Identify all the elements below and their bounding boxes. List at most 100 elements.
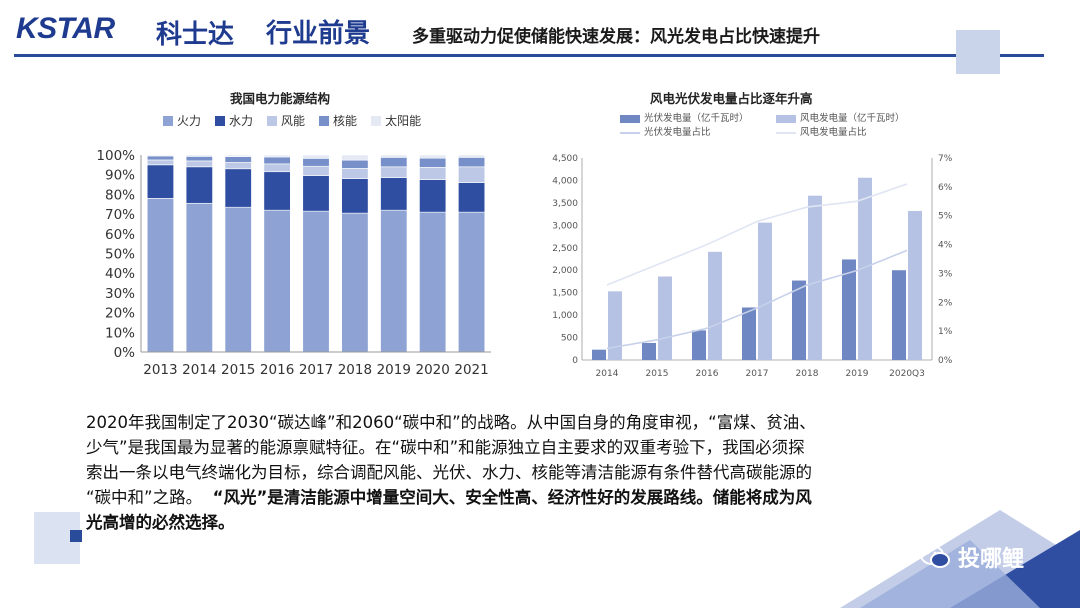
bar-segment [185,154,213,157]
bar-segment [185,202,213,353]
decorative-triangles [840,510,1080,608]
bar [758,222,772,360]
bar-segment [458,157,486,168]
y-right-tick-label: 2% [938,298,953,308]
bar-segment [224,162,252,170]
bar-segment [263,171,291,211]
bar-segment [341,178,369,214]
y-left-tick-label: 1,500 [552,289,578,299]
bar-segment [341,212,369,353]
bar [842,259,856,360]
y-right-tick-label: 7% [938,154,953,164]
bar-segment [302,175,330,212]
bar-segment [302,154,330,159]
chart-title-right: 风电光伏发电量占比逐年升高 [650,91,813,106]
brand-logo: KSTAR [16,12,115,45]
chart-title-left: 我国电力能源结构 [230,91,331,106]
y-tick-label: 10% [105,325,135,341]
paragraph-line: 光高增的必然选择。 [86,513,235,532]
y-left-tick-label: 1,000 [552,311,578,321]
bar-segment [146,159,174,166]
y-left-tick-label: 3,000 [552,221,578,231]
series-line [606,249,908,350]
bar-segment [458,166,486,183]
bar-segment [185,160,213,168]
y-tick-label: 100% [96,148,135,164]
legend-item: 太阳能 [371,112,421,129]
legend-item: 风电发电量占比 [776,126,867,140]
bar-segment [146,164,174,199]
x-tick-label: 2014 [182,362,216,378]
bar-segment [224,156,252,163]
body-paragraph: 2020年我国制定了2030“碳达峰”和2060“碳中和”的战略。从中国自身的角… [86,410,1016,535]
bar-segment [380,177,408,211]
x-tick-label: 2021 [454,362,488,378]
bar-segment [380,157,408,168]
x-tick-label: 2014 [596,369,619,379]
x-tick-label: 2016 [696,369,719,379]
bar-segment [302,158,330,167]
x-tick-label: 2018 [338,362,372,378]
paragraph-line: 索出一条以电气终端化为目标，综合调配风能、光伏、水力、核能等清洁能源有条件替代高… [86,463,812,482]
legend-item: 水力 [215,112,253,129]
bar [908,210,922,360]
x-tick-label: 2020Q3 [889,369,925,379]
bar [642,342,656,360]
legend-item: 风能 [267,112,305,129]
bar [858,177,872,360]
paragraph-line: “碳中和”之路。 “风光”是清洁能源中增量空间大、安全性高、经济性好的发展路线。… [86,488,812,507]
bar-segment [380,166,408,178]
bar-segment [146,155,174,161]
x-tick-label: 2016 [260,362,294,378]
x-tick-label: 2017 [746,369,769,379]
y-tick-label: 90% [105,168,135,184]
bar [792,280,806,360]
bar [892,270,906,360]
y-right-tick-label: 3% [938,269,953,279]
y-right-tick-label: 6% [938,183,953,193]
bar-segment [341,159,369,169]
y-right-tick-label: 5% [938,212,953,222]
bar-segment [302,210,330,353]
bar-segment [419,154,447,159]
x-tick-label: 2019 [846,369,869,379]
bar-segment [380,209,408,353]
bar-segment [263,209,291,353]
bar-segment [263,154,291,158]
brand-logo-cn: 科士达 [156,20,235,50]
y-tick-label: 0% [114,345,136,361]
bar [708,251,722,360]
stacked-bar-chart: 0% 10% 20% 30% 40% 50% 60% 70% 80% 90% 100% 2013 201… [96,148,491,378]
x-tick-label: 2018 [796,369,819,379]
bar [592,349,606,360]
bullet-square [70,530,82,542]
bar-segment [146,198,174,353]
slide-subtitle: 多重驱动力促使储能快速发展：风光发电占比快速提升 [412,27,820,47]
legend-item: 火力 [163,112,201,129]
x-tick-label: 2017 [299,362,333,378]
watermark: 投哪鲤 [920,541,1024,573]
legend-left: 火力 水力 风能 核能 太阳能 [163,112,421,129]
bar [808,195,822,360]
legend-item: 光伏发电量（亿千瓦时） [620,112,760,126]
paragraph-line: 少气”是我国最为显著的能源禀赋特征。在“碳中和”和能源独立自主要求的双重考验下，… [86,438,805,457]
bar-segment [458,211,486,353]
header-rule [14,54,1044,57]
y-left-tick-label: 0 [572,356,578,366]
bar-segment [419,157,447,168]
bar-segment [263,163,291,173]
legend-item: 核能 [319,112,357,129]
bar [692,330,706,360]
bar-segment [302,165,330,176]
bar-segment [341,154,369,161]
y-left-tick-label: 4,000 [552,176,578,186]
y-left-tick-label: 3,500 [552,199,578,209]
y-tick-label: 30% [105,286,135,302]
y-left-tick-label: 500 [561,334,578,344]
bar-segment [419,167,447,180]
y-right-tick-label: 4% [938,241,953,251]
bar-segment [185,166,213,204]
y-right-tick-label: 1% [938,327,953,337]
bar-segment [224,168,252,208]
y-right-tick-label: 0% [938,356,953,366]
